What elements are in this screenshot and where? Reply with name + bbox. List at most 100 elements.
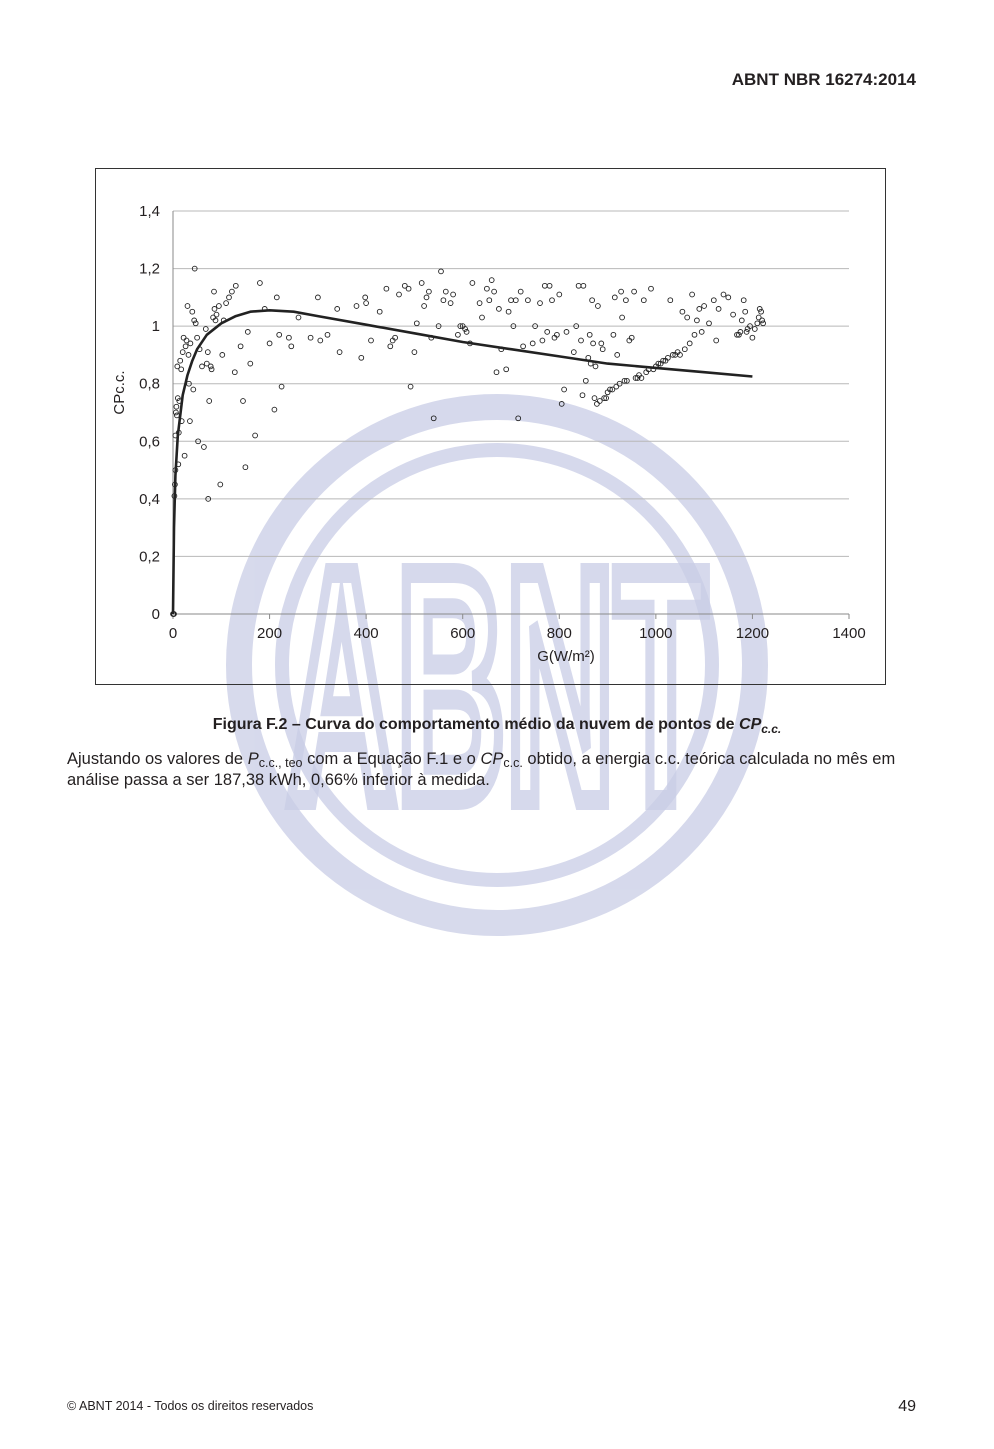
- data-point: [207, 363, 214, 370]
- data-point: [529, 340, 536, 347]
- data-point: [737, 329, 744, 335]
- data-point: [247, 360, 254, 367]
- data-point: [596, 398, 603, 404]
- data-point: [223, 300, 229, 306]
- data-point: [266, 340, 273, 347]
- data-point: [317, 337, 324, 344]
- data-point: [430, 415, 437, 422]
- data-point: [181, 452, 188, 459]
- data-point: [421, 303, 427, 309]
- data-point: [405, 285, 412, 292]
- data-point: [631, 288, 637, 295]
- data-point: [760, 320, 766, 327]
- data-point: [691, 331, 698, 338]
- data-point: [242, 464, 249, 471]
- data-point: [520, 343, 526, 350]
- data-point: [334, 306, 341, 312]
- data-point: [217, 481, 224, 488]
- data-point: [558, 401, 565, 407]
- data-point: [295, 314, 302, 321]
- data-point: [212, 317, 219, 324]
- data-point: [610, 331, 617, 338]
- paragraph-p: P: [247, 750, 259, 768]
- data-point: [187, 418, 193, 424]
- figure-caption: Figura F.2 – Curva do comportamento médi…: [0, 716, 994, 736]
- data-point: [179, 349, 186, 355]
- data-point: [252, 432, 258, 439]
- data-point: [638, 375, 645, 381]
- x-tick-label: 0: [169, 625, 177, 642]
- data-point: [276, 331, 283, 338]
- data-point: [211, 288, 217, 295]
- data-point: [701, 303, 707, 309]
- data-point: [579, 392, 586, 399]
- data-point: [754, 320, 761, 327]
- data-point: [743, 329, 750, 335]
- caption-cp: CP: [739, 716, 762, 733]
- data-point: [573, 323, 580, 329]
- data-point: [455, 331, 461, 338]
- data-point: [189, 308, 196, 315]
- data-point: [621, 377, 628, 384]
- data-point: [561, 386, 567, 393]
- data-point: [734, 331, 740, 338]
- data-point: [174, 395, 181, 401]
- data-point: [532, 323, 538, 329]
- data-point: [595, 303, 601, 309]
- y-tick-label: 0: [152, 606, 160, 623]
- y-tick-label: 0,6: [139, 433, 160, 450]
- data-point: [713, 337, 720, 344]
- data-point: [244, 329, 251, 335]
- data-point: [203, 360, 210, 367]
- data-point: [219, 352, 226, 358]
- data-point: [190, 386, 197, 393]
- data-point: [715, 306, 722, 312]
- data-point: [515, 415, 522, 422]
- data-point: [740, 297, 747, 304]
- data-point: [749, 334, 756, 341]
- data-point: [368, 337, 374, 344]
- data-point: [363, 300, 369, 306]
- data-point: [479, 314, 485, 321]
- y-tick-label: 1,4: [139, 203, 160, 220]
- chart-frame: 0 0,2 0,4 0,6 0,8 1 1,2 1,4 0 200 400 600 800 1000 120…: [95, 168, 886, 685]
- data-point: [493, 369, 500, 376]
- data-point: [512, 297, 519, 304]
- data-point: [192, 320, 199, 327]
- data-point: [660, 357, 666, 364]
- data-point: [178, 366, 185, 373]
- data-point: [556, 291, 563, 298]
- data-point: [496, 306, 502, 312]
- data-point: [591, 395, 598, 401]
- data-point: [216, 303, 222, 309]
- data-point: [537, 300, 543, 306]
- data-point: [206, 398, 213, 404]
- data-point: [607, 386, 613, 393]
- data-point: [747, 323, 753, 329]
- data-point: [594, 401, 600, 407]
- data-point: [611, 294, 618, 301]
- data-point: [440, 297, 447, 304]
- data-point: [174, 363, 181, 370]
- data-point: [240, 398, 246, 404]
- document-id: ABNT NBR 16274:2014: [731, 70, 916, 89]
- data-point: [614, 352, 621, 358]
- paragraph-part1: Ajustando os valores de: [67, 750, 248, 768]
- data-point: [307, 334, 314, 341]
- data-point: [655, 360, 662, 367]
- data-point: [213, 311, 220, 318]
- data-point: [689, 291, 695, 298]
- data-point: [590, 340, 596, 347]
- data-point: [418, 280, 425, 286]
- data-point: [696, 306, 703, 312]
- data-point: [442, 288, 449, 295]
- data-point: [554, 331, 560, 338]
- paragraph-p-subscript: c.c., teo: [258, 756, 303, 770]
- y-tick-label: 0,8: [139, 376, 160, 393]
- data-point: [589, 297, 595, 304]
- data-point: [205, 496, 212, 502]
- data-point: [462, 326, 468, 332]
- data-point: [694, 317, 700, 324]
- data-point: [195, 438, 201, 445]
- data-point: [601, 395, 608, 401]
